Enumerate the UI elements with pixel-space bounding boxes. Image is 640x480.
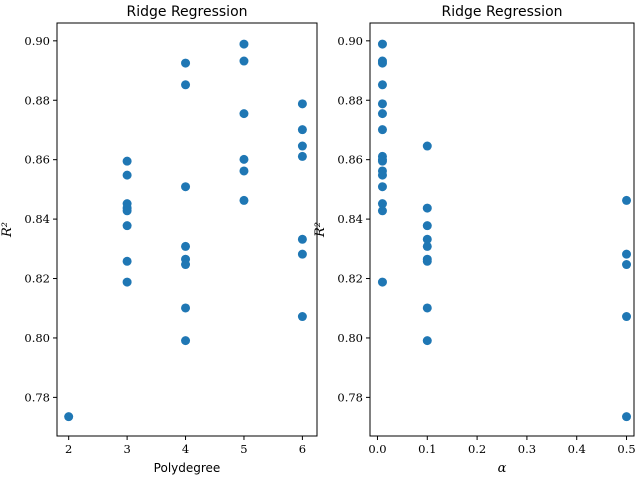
data-point (239, 166, 249, 176)
data-point (422, 241, 432, 251)
x-tick-label: 0.0 (368, 442, 386, 456)
y-tick-label: 0.82 (24, 272, 50, 286)
data-point (422, 336, 432, 346)
chart-title: Ridge Regression (441, 4, 562, 20)
data-point (297, 312, 307, 322)
data-point (122, 170, 132, 180)
data-point (422, 303, 432, 313)
data-point (122, 256, 132, 266)
data-point (377, 170, 387, 180)
data-point (377, 199, 387, 209)
y-tick-label: 0.86 (24, 153, 50, 167)
data-point (377, 156, 387, 166)
y-tick-label: 0.84 (24, 212, 50, 226)
data-point (297, 234, 307, 244)
data-point (239, 195, 249, 205)
data-point (297, 151, 307, 161)
data-point (181, 182, 191, 192)
y-axis-label: R² (0, 222, 15, 238)
data-point (377, 182, 387, 192)
x-tick-label: 6 (299, 442, 306, 456)
y-axis-label: R² (313, 222, 328, 238)
data-point (297, 249, 307, 259)
axes-frame (56, 22, 318, 437)
data-point (122, 221, 132, 231)
data-point (239, 154, 249, 164)
y-tick-label: 0.84 (337, 212, 363, 226)
data-point (239, 109, 249, 119)
y-tick-label: 0.82 (337, 272, 363, 286)
x-axis-label: Polydegree (154, 461, 221, 475)
y-tick-label: 0.88 (337, 93, 363, 107)
data-point (422, 221, 432, 231)
data-point (377, 206, 387, 216)
data-point (377, 277, 387, 287)
data-point (122, 277, 132, 287)
data-point (422, 203, 432, 213)
data-point (377, 99, 387, 109)
data-point (422, 234, 432, 244)
y-tick-label: 0.90 (24, 34, 50, 48)
data-point (181, 336, 191, 346)
data-point (297, 141, 307, 151)
data-point (239, 56, 249, 66)
x-tick-label: 0.4 (568, 442, 586, 456)
data-point (377, 39, 387, 49)
data-point (622, 195, 632, 205)
data-point (622, 260, 632, 270)
data-point (181, 80, 191, 90)
data-point (377, 109, 387, 119)
data-point (122, 206, 132, 216)
data-point (181, 241, 191, 251)
data-point (377, 80, 387, 90)
x-tick-label: 0.3 (518, 442, 536, 456)
data-point (422, 141, 432, 151)
x-tick-label: 4 (182, 442, 189, 456)
x-tick-label: 0.2 (468, 442, 486, 456)
data-point (122, 156, 132, 166)
x-tick-label: 0.1 (418, 442, 436, 456)
right-panel: Ridge Regression 0.0 0.1 0.2 0.3 0.4 0.5 0.78 0.… (313, 4, 636, 476)
data-point (377, 58, 387, 68)
y-tick-label: 0.80 (337, 331, 363, 345)
data-point (181, 58, 191, 68)
x-tick-label: 5 (240, 442, 247, 456)
x-tick-label: 3 (123, 442, 130, 456)
data-point (297, 125, 307, 135)
y-tick-label: 0.80 (24, 331, 50, 345)
data-point (239, 39, 249, 49)
chart-title: Ridge Regression (126, 4, 247, 20)
data-point (181, 260, 191, 270)
y-tick-label: 0.88 (24, 93, 50, 107)
axes-frame (369, 22, 635, 437)
x-axis-label: α (498, 461, 507, 476)
y-tick-label: 0.78 (337, 390, 363, 404)
data-point (622, 249, 632, 259)
data-point (377, 125, 387, 135)
y-tick-label: 0.90 (337, 34, 363, 48)
x-tick-label: 2 (65, 442, 72, 456)
data-point (422, 256, 432, 266)
data-point (181, 303, 191, 313)
data-point (622, 412, 632, 422)
data-point (64, 412, 74, 422)
left-panel: Ridge Regression 2 3 4 5 6 0.78 0.80 0.82 0.84 0.8… (0, 4, 318, 475)
data-point (622, 312, 632, 322)
data-point (297, 99, 307, 109)
y-tick-label: 0.78 (24, 390, 50, 404)
x-tick-label: 0.5 (617, 442, 635, 456)
y-tick-label: 0.86 (337, 153, 363, 167)
